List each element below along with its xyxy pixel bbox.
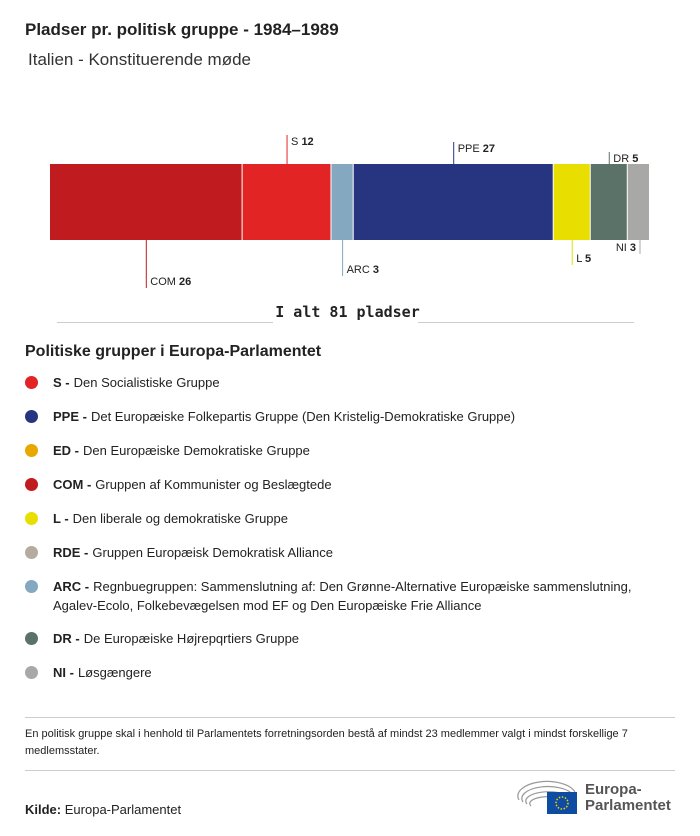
legend-swatch xyxy=(25,666,38,679)
data-label-dr: DR 5 xyxy=(613,153,638,165)
legend-text: COM - Gruppen af Kommunister og Beslægted… xyxy=(53,475,332,494)
divider-left xyxy=(57,322,273,323)
legend-desc: Den liberale og demokratiske Gruppe xyxy=(72,511,288,526)
source-label: Kilde: xyxy=(25,802,62,817)
logo-text-line2: Parlamentet xyxy=(585,797,671,814)
legend-item-arc: ARC - Regnbuegruppen: Sammenslutning af: … xyxy=(25,577,665,615)
legend-desc: Gruppen af Kommunister og Beslægtede xyxy=(95,477,332,492)
data-label-arc: ARC 3 xyxy=(347,264,379,276)
legend-item-rde: RDE - Gruppen Europæisk Demokratisk Allia… xyxy=(25,543,665,562)
legend-swatch xyxy=(25,410,38,423)
legend-item-ni: NI - Løsgængere xyxy=(25,663,665,682)
legend-swatch xyxy=(25,546,38,559)
data-label-l: L 5 xyxy=(576,253,591,265)
legend-abbr: ED - xyxy=(53,443,79,458)
parliament-hemicycle-icon xyxy=(517,780,577,814)
legend-swatch xyxy=(25,632,38,645)
chart-title: Pladser pr. politisk gruppe - 1984–1989 xyxy=(25,20,339,39)
bar-segment-ppe xyxy=(353,164,553,240)
bar-segment-dr xyxy=(590,164,627,240)
source: Kilde: Europa-Parlamentet xyxy=(25,802,181,817)
legend-abbr: S - xyxy=(53,375,70,390)
footnote: En politisk gruppe skal i henhold til Pa… xyxy=(25,728,628,757)
chart-subtitle: Italien - Konstituerende møde xyxy=(28,50,252,69)
legend-text: ED - Den Europæiske Demokratiske Gruppe xyxy=(53,441,310,460)
stacked-bar-chart: COM 26 S 12 ARC 3 PPE 27 L 5 DR 5 NI 3 xyxy=(50,135,649,288)
legend-swatch xyxy=(25,478,38,491)
europarl-logo: Europa- Parlamentet xyxy=(515,780,671,816)
note-divider-bottom xyxy=(25,770,675,771)
legend-desc: De Europæiske Højrepqrtiers Gruppe xyxy=(83,631,300,646)
data-label-ni: NI 3 xyxy=(616,242,636,254)
legend-desc: Den Socialistiske Gruppe xyxy=(73,375,220,390)
legend-swatch xyxy=(25,512,38,525)
legend-swatch xyxy=(25,444,38,457)
legend-abbr: L - xyxy=(53,511,69,526)
source-value: Europa-Parlamentet xyxy=(64,802,182,817)
legend-text: L - Den liberale og demokratiske Gruppe xyxy=(53,509,288,528)
total-seats-label: I alt 81 pladser xyxy=(275,303,420,321)
logo-text-line1: Europa- xyxy=(585,781,642,798)
legend-item-s: S - Den Socialistiske Gruppe xyxy=(25,373,665,392)
legend-item-dr: DR - De Europæiske Højrepqrtiers Gruppe xyxy=(25,629,665,648)
bar-segment-com xyxy=(50,164,242,240)
legend-desc: Det Europæiske Folkepartis Gruppe (Den K… xyxy=(90,409,516,424)
data-label-s: S 12 xyxy=(291,136,314,148)
legend-swatch xyxy=(25,376,38,389)
data-label-ppe: PPE 27 xyxy=(458,143,495,155)
legend-text: RDE - Gruppen Europæisk Demokratisk Allia… xyxy=(53,543,333,562)
legend-text: PPE - Det Europæiske Folkepartis Gruppe (… xyxy=(53,407,515,426)
legend-item-l: L - Den liberale og demokratiske Gruppe xyxy=(25,509,665,528)
legend-desc: Den Europæiske Demokratiske Gruppe xyxy=(83,443,310,458)
legend-abbr: NI - xyxy=(53,665,74,680)
legend-desc: Regnbuegruppen: Sammenslutning af: Den G… xyxy=(53,579,632,613)
legend-abbr: ARC - xyxy=(53,579,90,594)
bar-segment-s xyxy=(242,164,331,240)
legend-item-ppe: PPE - Det Europæiske Folkepartis Gruppe (… xyxy=(25,407,665,426)
legend-desc: Gruppen Europæisk Demokratisk Alliance xyxy=(92,545,333,560)
legend-item-com: COM - Gruppen af Kommunister og Beslægted… xyxy=(25,475,665,494)
note-divider-top xyxy=(25,717,675,718)
legend-abbr: COM - xyxy=(53,477,92,492)
bar-segment-arc xyxy=(331,164,353,240)
eu-flag-icon xyxy=(547,792,577,814)
bar-segment-l xyxy=(553,164,590,240)
legend-abbr: PPE - xyxy=(53,409,87,424)
legend-abbr: DR - xyxy=(53,631,80,646)
legend-desc: Løsgængere xyxy=(77,665,152,680)
divider-right xyxy=(418,322,634,323)
bar-segment-ni xyxy=(627,164,649,240)
legend-text: NI - Løsgængere xyxy=(53,663,152,682)
legend-text: S - Den Socialistiske Gruppe xyxy=(53,373,220,392)
legend-abbr: RDE - xyxy=(53,545,89,560)
legend-text: DR - De Europæiske Højrepqrtiers Gruppe xyxy=(53,629,299,648)
legend-item-ed: ED - Den Europæiske Demokratiske Gruppe xyxy=(25,441,665,460)
data-label-com: COM 26 xyxy=(150,276,191,288)
legend-title: Politiske grupper i Europa-Parlamentet xyxy=(25,343,322,360)
legend-swatch xyxy=(25,580,38,593)
legend-text: ARC - Regnbuegruppen: Sammenslutning af: … xyxy=(53,577,665,615)
